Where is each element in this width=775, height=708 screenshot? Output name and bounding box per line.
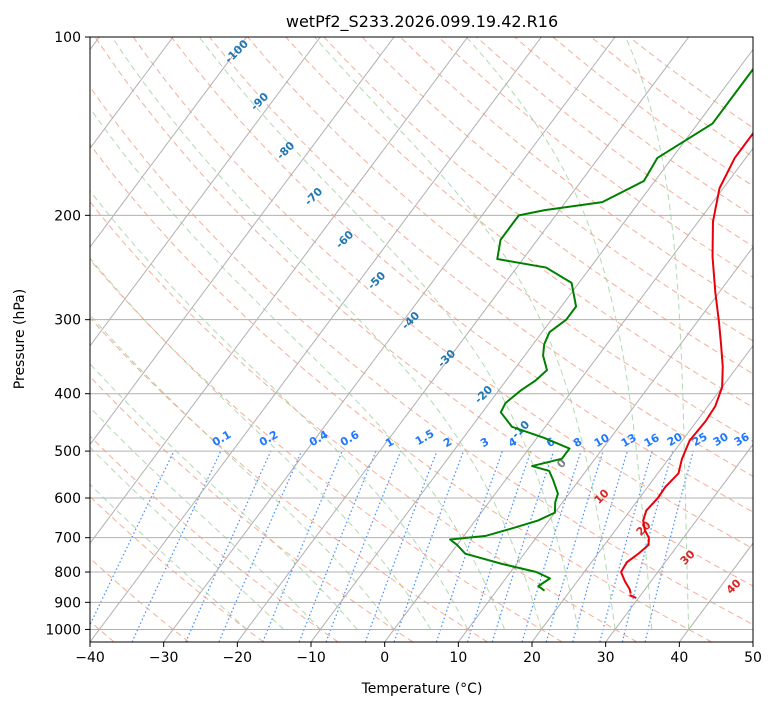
moist-adiabat — [90, 483, 248, 630]
dry-adiabat — [90, 201, 638, 642]
moist-adiabats — [90, 37, 690, 630]
isotherm — [384, 147, 753, 642]
moist-adiabat — [90, 107, 505, 630]
x-tick-label: −10 — [296, 650, 326, 666]
plot-frame — [89, 36, 754, 643]
y-tick-label: 700 — [54, 531, 81, 547]
y-axis-label: Pressure (hPa) — [12, 289, 28, 389]
dry-adiabat — [90, 435, 339, 642]
isotherm — [90, 37, 321, 347]
dry-adiabat — [170, 37, 753, 513]
moist-adiabat — [90, 190, 469, 630]
mixing-ratio-line — [298, 450, 377, 642]
x-tick-label: 50 — [744, 650, 762, 666]
y-tick-label: 200 — [54, 208, 81, 224]
profile-series — [449, 67, 753, 599]
y-tick-label: 800 — [54, 565, 81, 581]
isotherm — [163, 37, 616, 642]
mixing-ratio-line — [572, 450, 628, 642]
mixing-ratio-line — [521, 450, 582, 642]
y-tick-label: 1000 — [45, 622, 81, 638]
y-axis: 100 200 300 400 500 600 700 800 900 1000 — [45, 30, 90, 638]
isotherm — [605, 443, 753, 642]
isotherm — [90, 37, 542, 642]
isotherm — [90, 37, 395, 446]
mixing-ratio-line — [466, 450, 532, 642]
isotherm — [531, 344, 753, 642]
x-tick-label: 10 — [449, 650, 467, 666]
mixing-ratio-lines — [90, 450, 694, 642]
moist-adiabat — [198, 37, 579, 630]
dewpoint-line — [449, 67, 753, 592]
mixing-ratio-line — [435, 450, 503, 642]
dry-adiabat — [90, 258, 563, 642]
y-tick-label: 400 — [54, 387, 81, 403]
y-tick-label: 600 — [54, 491, 81, 507]
dry-adiabat — [94, 37, 753, 587]
x-tick-label: 20 — [523, 650, 541, 666]
x-tick-label: −40 — [75, 650, 105, 666]
dry-adiabat — [90, 375, 414, 642]
dry-adiabat — [90, 143, 712, 642]
y-tick-label: 300 — [54, 313, 81, 329]
dry-adiabat — [209, 37, 753, 477]
x-tick-label: −30 — [149, 650, 179, 666]
moist-adiabat — [314, 37, 616, 630]
mixing-ratio-line — [491, 450, 555, 642]
x-tick-label: 40 — [670, 650, 688, 666]
mixing-ratio-line — [185, 450, 272, 642]
isotherms — [90, 37, 753, 642]
temperature-line — [620, 131, 753, 594]
moist-adiabat — [90, 446, 284, 630]
isotherm — [457, 246, 753, 642]
x-axis-label: Temperature (°C) — [361, 681, 483, 697]
y-tick-label: 100 — [54, 30, 81, 46]
moist-adiabat — [90, 406, 321, 630]
isotherm — [90, 37, 248, 248]
y-tick-label: 500 — [54, 444, 81, 460]
mixing-ratio-line — [325, 450, 402, 642]
moist-adiabat — [90, 314, 395, 630]
mixing-ratio-line — [545, 450, 604, 642]
dry-adiabat — [361, 37, 753, 342]
dry-adiabat — [90, 86, 753, 626]
parcel-marker-line — [629, 594, 637, 599]
x-tick-label: 30 — [597, 650, 615, 666]
moist-adiabat — [625, 37, 690, 630]
chart-title: wetPf2_S233.2026.099.19.42.R16 — [286, 12, 558, 32]
isotherm — [90, 37, 469, 545]
isotherm — [310, 48, 753, 642]
mixing-ratio-line — [364, 450, 438, 642]
moist-adiabat — [111, 37, 542, 630]
isotherm — [236, 37, 690, 642]
x-tick-label: 0 — [380, 650, 389, 666]
y-tick-label: 900 — [54, 595, 81, 611]
x-axis: −40 −30 −20 −10 0 10 20 30 40 50 — [75, 642, 762, 666]
dry-adiabat — [399, 37, 753, 310]
isobars — [90, 37, 753, 630]
isotherm — [90, 37, 174, 150]
mixing-ratio-line — [599, 450, 653, 642]
x-tick-label: −20 — [223, 650, 253, 666]
moist-adiabat — [466, 37, 653, 630]
mixing-ratio-line — [218, 450, 303, 642]
moist-adiabat — [90, 257, 432, 630]
